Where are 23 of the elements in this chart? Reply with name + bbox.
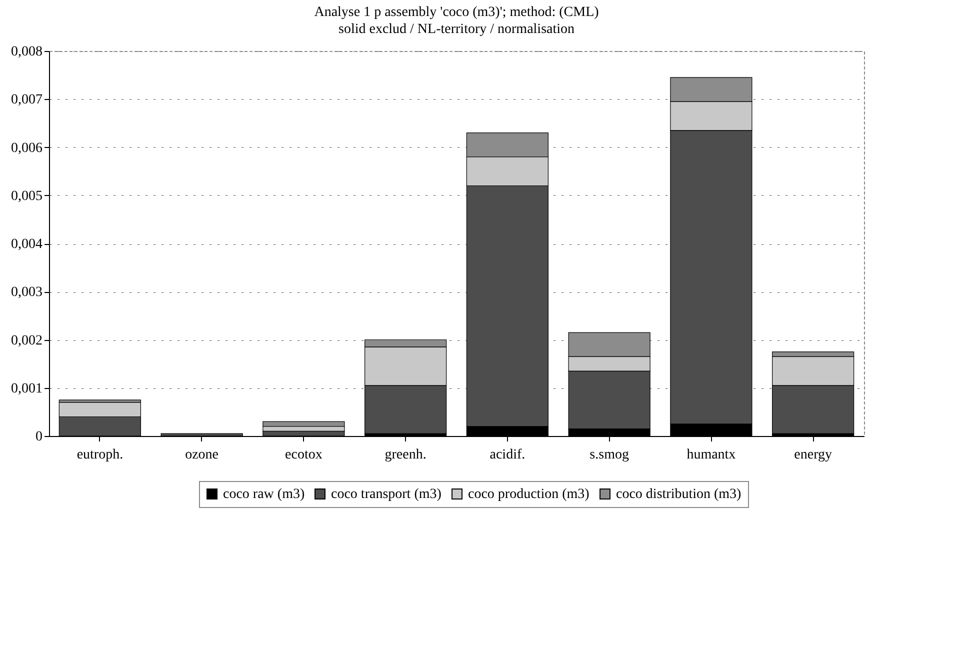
x-tick-label: acidif. (490, 448, 526, 462)
chart-title: Analyse 1 p assembly 'coco (m3)'; method: (CML) (314, 5, 600, 20)
x-tick-label: greenh. (384, 448, 426, 462)
y-tick-label: 0,004 (11, 237, 42, 252)
legend-label: coco production (m3) (468, 487, 590, 502)
x-tick-label: ecotox (285, 448, 322, 462)
y-tick-label: 0 (36, 430, 42, 444)
chart-subtitle: solid exclud / NL-territory / normalisation (338, 22, 575, 37)
legend-label: coco raw (m3) (223, 487, 305, 502)
y-tick-label: 0,008 (11, 44, 42, 60)
legend-label: coco transport (m3) (331, 487, 442, 502)
y-tick-label: 0,003 (11, 285, 42, 300)
y-tick-label: 0,006 (11, 140, 42, 156)
y-tick-label: 0,001 (11, 381, 42, 396)
y-tick-label: 0,002 (11, 333, 42, 348)
legend-label: coco distribution (m3) (616, 487, 742, 502)
x-tick-label: ozone (185, 448, 219, 462)
x-tick-label: eutroph. (76, 448, 124, 462)
y-tick-label: 0,005 (11, 188, 42, 204)
x-tick-label: s.smog (590, 448, 629, 462)
x-tick-label: humantx (686, 448, 736, 462)
y-tick-label: 0,007 (11, 92, 42, 108)
x-tick-label: energy (794, 448, 832, 462)
